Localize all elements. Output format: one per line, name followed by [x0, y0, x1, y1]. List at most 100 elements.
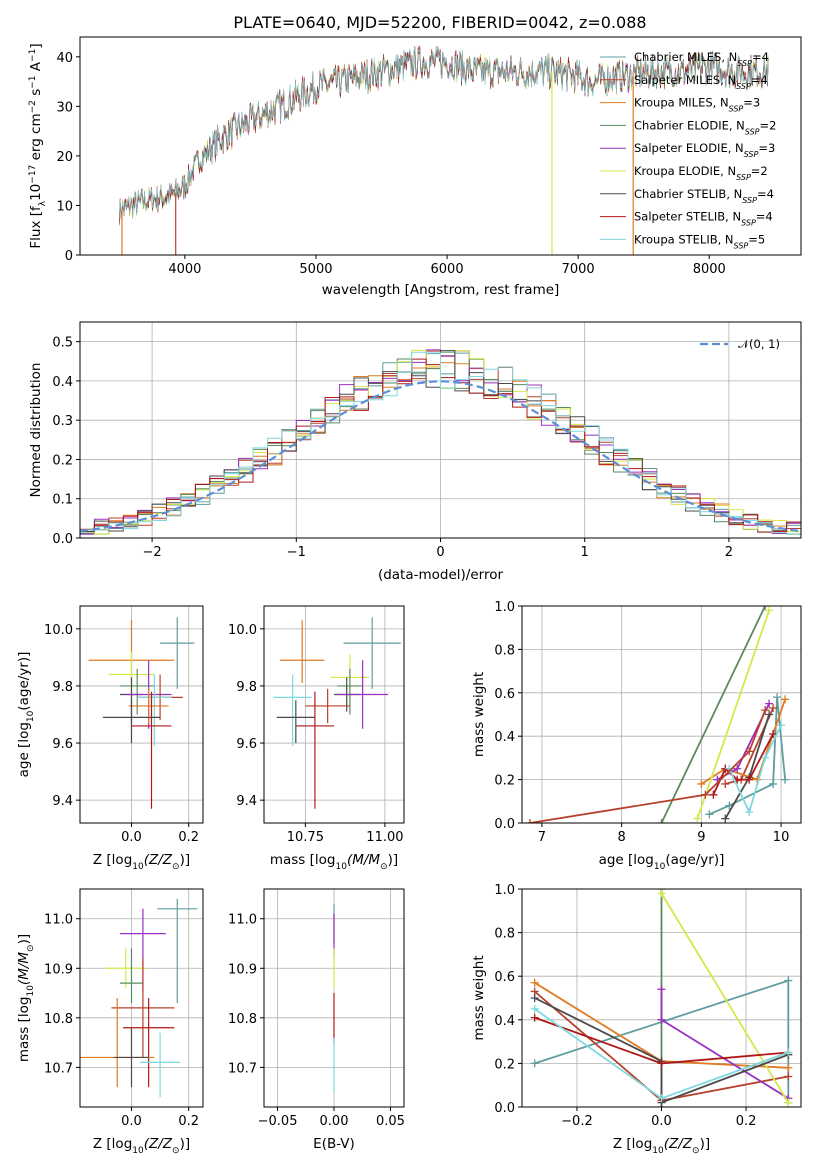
x-tick-label: 0.05 [376, 1114, 405, 1129]
x-tick-label: 0 [436, 545, 444, 560]
weight-marker [657, 1059, 666, 1068]
panel-mass-vs-Z: 0.0 0.2 10.7 10.8 10.9 11.0 Z [log10(Z/Z⊙)] mas… [16, 888, 204, 1156]
legend-entry: Salpeter MILES, NSSP=4 [634, 73, 768, 91]
weight-marker [765, 606, 774, 615]
x-tick-label: 4000 [168, 262, 201, 277]
normal-curve [80, 380, 801, 533]
weight-marker [657, 1015, 666, 1024]
y-tick-label: 9.8 [52, 680, 73, 695]
x-tick-label: 0.0 [121, 1114, 142, 1129]
x-tick-label: 11.00 [366, 830, 403, 845]
y-tick-label: 0.4 [52, 375, 73, 390]
y-tick-label: 1.0 [494, 883, 515, 898]
weight-marker [657, 889, 666, 898]
y-tick-label: 0.6 [494, 687, 515, 702]
weight-marker [781, 695, 790, 704]
x-tick-label: 2 [725, 545, 733, 560]
weight-marker [773, 693, 782, 702]
x-tick-label: 0.2 [178, 830, 199, 845]
y-tick-label: 0.6 [494, 970, 515, 985]
panel-age-vs-Z: 0.0 0.2 9.4 9.6 9.8 10.0 Z [log10(Z/Z⊙)] age [l… [16, 605, 204, 872]
axes-frame [79, 605, 204, 824]
y-tick-label: 9.8 [236, 680, 257, 695]
weight-series [696, 610, 770, 819]
y-tick-label: 9.6 [52, 737, 73, 752]
weight-marker [525, 819, 534, 823]
y-tick-label: 30 [56, 100, 73, 115]
y-tick-label: 9.6 [236, 737, 257, 752]
axes-frame [79, 36, 802, 256]
panel-residuals: −2 −1 0 1 2 0.0 0.1 0.2 0.3 0.4 0.5 (data-model)/er… [28, 321, 802, 583]
y-tick-label: 40 [56, 51, 73, 66]
panel-spectrum: 4000 5000 6000 7000 8000 0 10 20 30 40 wavelength … [28, 36, 802, 298]
weight-marker [784, 1072, 793, 1081]
legend-entry: Salpeter STELIB, NSSP=4 [634, 210, 773, 228]
weight-marker [784, 976, 793, 985]
y-tick-label: 11.0 [228, 913, 257, 928]
weight-marker [530, 978, 539, 987]
weight-marker [765, 710, 774, 719]
legend-entry: Kroupa STELIB, NSSP=5 [634, 232, 765, 250]
y-tick-label: 0.8 [494, 927, 515, 942]
y-axis-label: mass [log10(M/M⊙)] [16, 934, 36, 1062]
y-tick-label: 0 [65, 249, 73, 264]
weight-marker [721, 779, 730, 788]
x-tick-label: 7000 [562, 262, 595, 277]
plot-area-residuals [80, 349, 801, 535]
y-tick-label: 10.8 [44, 1012, 73, 1027]
weight-series [660, 892, 790, 1104]
y-tick-label: 0.2 [494, 1057, 515, 1072]
y-tick-label: 10.9 [44, 962, 73, 977]
weight-series [660, 606, 766, 823]
legend-entry: Kroupa MILES, NSSP=3 [634, 96, 760, 114]
panel-weight-vs-age: 7 8 9 10 0.0 0.2 0.4 0.6 0.8 1.0 mass weight age [l… [471, 600, 802, 872]
weight-marker [784, 1063, 793, 1072]
weight-series [660, 989, 789, 1100]
y-tick-label: 0.4 [494, 1014, 515, 1029]
legend-entry: Kroupa ELODIE, NSSP=2 [634, 164, 768, 182]
y-tick-label: 0.0 [52, 532, 73, 547]
y-tick-label: 0.3 [52, 414, 73, 429]
y-tick-label: 10.7 [228, 1061, 257, 1076]
panel-mass-vs-EBV: −0.05 0.00 0.05 10.7 10.8 10.9 11.0 E(B-V) [228, 888, 405, 1152]
y-axis-label: mass weight [471, 955, 487, 1040]
plot-area-spectrum [119, 45, 769, 255]
x-axis-label: Z [log10(Z/Z⊙)] [93, 852, 190, 872]
y-tick-label: 10.0 [228, 623, 257, 638]
weight-marker [777, 721, 786, 730]
x-tick-label: 10.75 [287, 830, 324, 845]
weight-marker [721, 814, 730, 823]
weight-marker [761, 753, 770, 762]
x-tick-label: 0.0 [121, 830, 142, 845]
x-tick-label: 8 [618, 830, 626, 845]
y-tick-label: 9.4 [52, 794, 73, 809]
weight-marker [709, 790, 718, 799]
weight-marker [745, 775, 754, 784]
weight-series [529, 709, 766, 823]
y-tick-label: 0.2 [52, 453, 73, 468]
x-tick-label: 5000 [299, 262, 332, 277]
y-tick-label: 0.0 [494, 817, 515, 832]
y-axis-label: Normed distribution [28, 363, 44, 498]
plot-area-weight-vs-age [525, 606, 790, 823]
weight-marker [769, 779, 778, 788]
figure-title: PLATE=0640, MJD=52200, FIBERID=0042, z=0… [233, 13, 646, 32]
y-axis-label: age [log10(age/yr)] [16, 652, 36, 778]
y-tick-label: 0.0 [494, 1101, 515, 1116]
x-tick-label: 9 [697, 830, 705, 845]
x-tick-label: 6000 [431, 262, 464, 277]
x-tick-label: −2 [143, 545, 162, 560]
y-tick-label: 0.8 [494, 643, 515, 658]
weight-marker [657, 819, 666, 823]
x-tick-label: 7 [538, 830, 546, 845]
legend-entry: Chabrier STELIB, NSSP=4 [634, 187, 774, 205]
x-tick-label: 8000 [693, 262, 726, 277]
weight-marker [761, 606, 770, 610]
x-tick-label: 0.0 [651, 1114, 672, 1129]
y-axis-label: mass weight [471, 672, 487, 757]
y-tick-label: 9.4 [236, 794, 257, 809]
spectrum-line [119, 46, 769, 220]
x-tick-label: −0.05 [258, 1114, 298, 1129]
panel-weight-vs-Z: −0.2 0.0 0.2 0.0 0.2 0.4 0.6 0.8 1.0 mass weight Z… [471, 883, 802, 1156]
